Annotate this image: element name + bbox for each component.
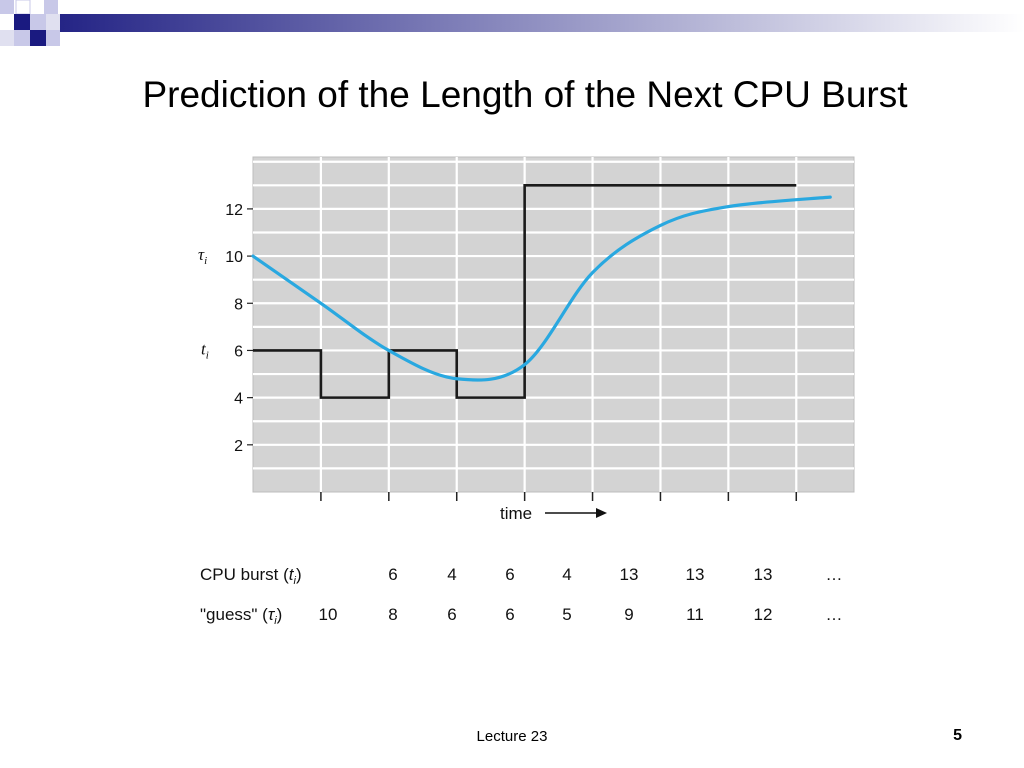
table-row-label: CPU burst (ti) (200, 565, 302, 587)
deco-square (15, 0, 31, 15)
x-axis-label: time (500, 504, 532, 523)
table-cell: 5 (562, 605, 571, 624)
table-cell: 8 (388, 605, 397, 624)
cpu-burst-step-line (253, 184, 797, 399)
table-cell: 12 (754, 605, 773, 624)
title-decoration (0, 0, 1024, 46)
table-cell: 9 (624, 605, 633, 624)
table-cell: 6 (447, 605, 456, 624)
table-cell: 4 (562, 565, 571, 584)
deco-square (30, 30, 46, 46)
plot-area (252, 156, 855, 493)
table-ellipsis: … (826, 565, 845, 584)
deco-square (30, 14, 46, 30)
y-tick-label: 8 (234, 296, 243, 313)
deco-square (46, 14, 60, 30)
footer-lecture: Lecture 23 (476, 728, 548, 745)
deco-square (46, 30, 60, 46)
time-arrow-head (596, 508, 607, 518)
table-cell: 4 (447, 565, 456, 584)
deco-square (14, 14, 30, 30)
table-row-label: "guess" (τi) (200, 605, 282, 627)
y-label-tau: τi (198, 245, 207, 267)
y-label-t: ti (201, 339, 209, 361)
table-cell: 10 (319, 605, 338, 624)
title-gradient-bar (14, 14, 1024, 32)
deco-square (0, 0, 14, 14)
table-cell: 13 (686, 565, 705, 584)
table-cell: 6 (505, 565, 514, 584)
y-tick-label: 12 (225, 202, 243, 219)
guess-curve (251, 195, 832, 382)
page-number: 5 (953, 727, 962, 744)
y-tick-label: 6 (234, 343, 243, 360)
y-tick-label: 10 (225, 249, 243, 266)
slide-title: Prediction of the Length of the Next CPU… (142, 74, 908, 115)
table-cell: 6 (505, 605, 514, 624)
deco-square (0, 30, 14, 46)
table-cell: 13 (754, 565, 773, 584)
cpu-burst-chart: 2 4 6 8 10 12 τi ti time CPU burst (ti) 6 4 6 4 13 13 1… (198, 156, 855, 627)
deco-square (14, 30, 30, 46)
y-tick-label: 4 (234, 391, 243, 408)
table-cell: 13 (620, 565, 639, 584)
table-cell: 11 (686, 605, 704, 624)
table-ellipsis: … (826, 605, 845, 624)
deco-square (44, 0, 58, 14)
table-cell: 6 (388, 565, 397, 584)
y-tick-label: 2 (234, 438, 243, 455)
